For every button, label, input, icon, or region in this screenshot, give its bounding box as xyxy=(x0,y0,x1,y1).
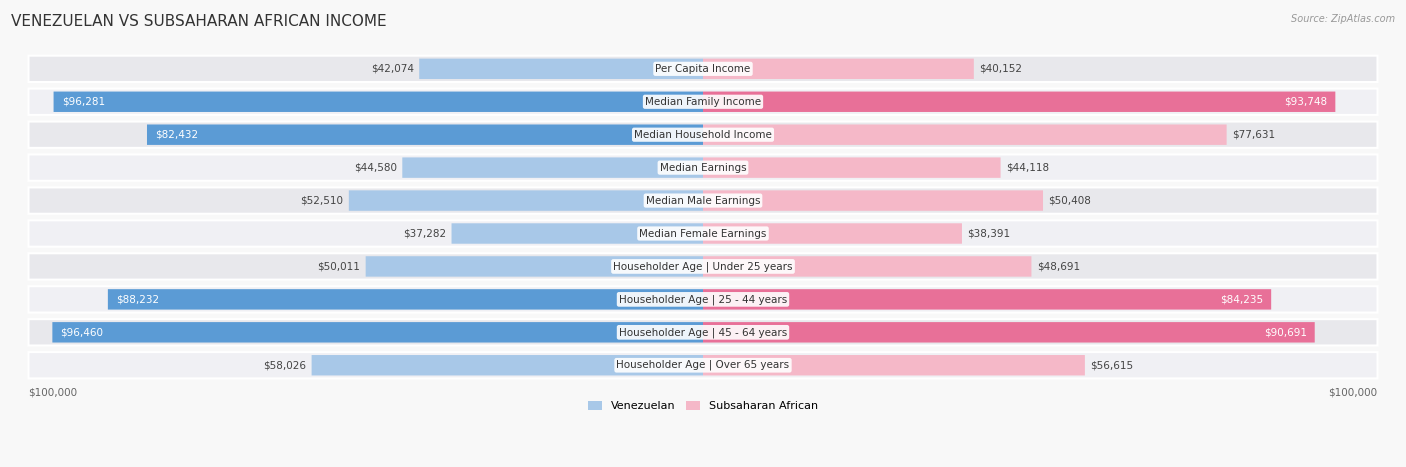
FancyBboxPatch shape xyxy=(52,322,703,342)
Text: Per Capita Income: Per Capita Income xyxy=(655,64,751,74)
FancyBboxPatch shape xyxy=(28,286,1378,312)
FancyBboxPatch shape xyxy=(703,125,1226,145)
FancyBboxPatch shape xyxy=(419,59,703,79)
FancyBboxPatch shape xyxy=(703,355,1085,375)
Text: $96,460: $96,460 xyxy=(60,327,104,337)
FancyBboxPatch shape xyxy=(366,256,703,276)
FancyBboxPatch shape xyxy=(703,191,1043,211)
FancyBboxPatch shape xyxy=(703,322,1315,342)
FancyBboxPatch shape xyxy=(108,289,703,310)
Text: $44,118: $44,118 xyxy=(1005,163,1049,173)
Text: $96,281: $96,281 xyxy=(62,97,105,107)
Text: $50,408: $50,408 xyxy=(1049,196,1091,205)
Text: $56,615: $56,615 xyxy=(1090,360,1133,370)
FancyBboxPatch shape xyxy=(28,319,1378,346)
Text: $77,631: $77,631 xyxy=(1232,130,1275,140)
Text: $50,011: $50,011 xyxy=(318,262,360,271)
Text: Householder Age | Under 25 years: Householder Age | Under 25 years xyxy=(613,261,793,272)
Text: Median Female Earnings: Median Female Earnings xyxy=(640,228,766,239)
Text: Median Household Income: Median Household Income xyxy=(634,130,772,140)
FancyBboxPatch shape xyxy=(349,191,703,211)
Text: $44,580: $44,580 xyxy=(354,163,396,173)
Text: Median Earnings: Median Earnings xyxy=(659,163,747,173)
Text: $52,510: $52,510 xyxy=(301,196,343,205)
FancyBboxPatch shape xyxy=(28,155,1378,181)
FancyBboxPatch shape xyxy=(28,352,1378,378)
Text: Median Family Income: Median Family Income xyxy=(645,97,761,107)
Text: Source: ZipAtlas.com: Source: ZipAtlas.com xyxy=(1291,14,1395,24)
Text: $90,691: $90,691 xyxy=(1264,327,1306,337)
Legend: Venezuelan, Subsaharan African: Venezuelan, Subsaharan African xyxy=(583,396,823,416)
FancyBboxPatch shape xyxy=(28,89,1378,115)
Text: $84,235: $84,235 xyxy=(1220,294,1263,304)
FancyBboxPatch shape xyxy=(703,256,1032,276)
Text: $58,026: $58,026 xyxy=(263,360,307,370)
FancyBboxPatch shape xyxy=(53,92,703,112)
Text: $100,000: $100,000 xyxy=(28,388,77,397)
FancyBboxPatch shape xyxy=(703,223,962,244)
Text: Median Male Earnings: Median Male Earnings xyxy=(645,196,761,205)
Text: Householder Age | 25 - 44 years: Householder Age | 25 - 44 years xyxy=(619,294,787,304)
Text: $100,000: $100,000 xyxy=(1329,388,1378,397)
FancyBboxPatch shape xyxy=(28,253,1378,280)
FancyBboxPatch shape xyxy=(28,56,1378,82)
FancyBboxPatch shape xyxy=(28,220,1378,247)
Text: $38,391: $38,391 xyxy=(967,228,1011,239)
Text: $37,282: $37,282 xyxy=(404,228,446,239)
Text: $48,691: $48,691 xyxy=(1036,262,1080,271)
Text: $40,152: $40,152 xyxy=(979,64,1022,74)
Text: $82,432: $82,432 xyxy=(155,130,198,140)
FancyBboxPatch shape xyxy=(703,92,1336,112)
Text: $42,074: $42,074 xyxy=(371,64,413,74)
Text: Householder Age | Over 65 years: Householder Age | Over 65 years xyxy=(616,360,790,370)
FancyBboxPatch shape xyxy=(312,355,703,375)
FancyBboxPatch shape xyxy=(451,223,703,244)
FancyBboxPatch shape xyxy=(148,125,703,145)
FancyBboxPatch shape xyxy=(703,59,974,79)
Text: VENEZUELAN VS SUBSAHARAN AFRICAN INCOME: VENEZUELAN VS SUBSAHARAN AFRICAN INCOME xyxy=(11,14,387,29)
FancyBboxPatch shape xyxy=(703,157,1001,178)
FancyBboxPatch shape xyxy=(28,187,1378,214)
FancyBboxPatch shape xyxy=(703,289,1271,310)
Text: Householder Age | 45 - 64 years: Householder Age | 45 - 64 years xyxy=(619,327,787,338)
Text: $93,748: $93,748 xyxy=(1284,97,1327,107)
Text: $88,232: $88,232 xyxy=(115,294,159,304)
FancyBboxPatch shape xyxy=(28,121,1378,148)
FancyBboxPatch shape xyxy=(402,157,703,178)
